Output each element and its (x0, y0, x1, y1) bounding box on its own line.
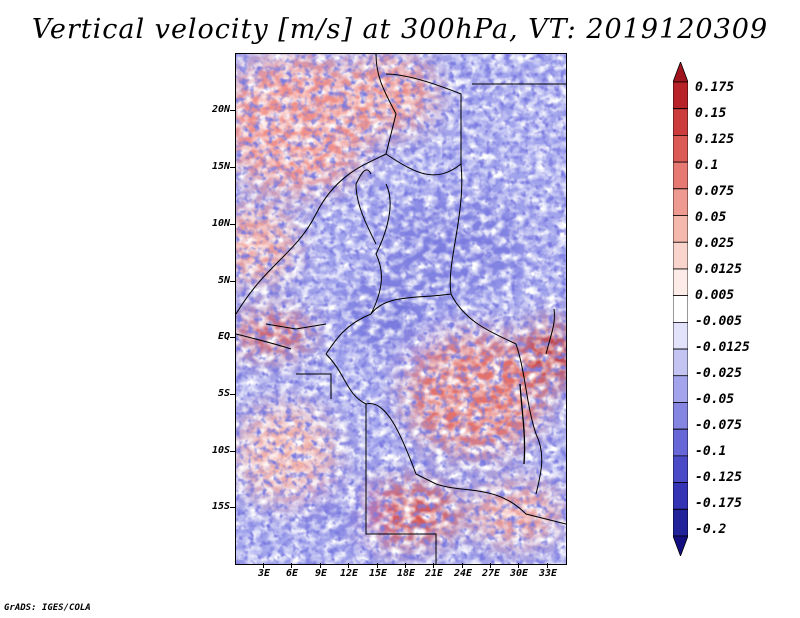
colorbar-label: 0.05 (695, 210, 727, 225)
colorbar-box (673, 321, 688, 350)
lon-tick (518, 563, 519, 568)
colorbar (673, 62, 688, 556)
lon-tick (433, 563, 434, 568)
colorbar-box (673, 348, 688, 377)
lon-label: 21E (424, 568, 444, 579)
colorbar-label: -0.05 (695, 392, 735, 407)
colorbar-label: 0.0125 (695, 262, 742, 277)
colorbar-box (673, 482, 688, 510)
lat-label: 15N (211, 161, 230, 172)
colorbar-label: -0.0125 (695, 340, 750, 355)
lat-tick (230, 281, 235, 282)
lon-label: 9E (314, 568, 328, 579)
colorbar-label: 0.1 (695, 158, 719, 173)
lon-label: 27E (481, 568, 501, 579)
lat-tick (230, 394, 235, 395)
colorbar-label: -0.005 (695, 314, 742, 329)
lat-tick (230, 337, 235, 338)
lon-tick (348, 563, 349, 568)
colorbar-label: -0.125 (695, 470, 742, 485)
colorbar-label: 0.125 (695, 132, 735, 147)
colorbar-label: -0.175 (695, 496, 742, 511)
lon-label: 12E (339, 568, 359, 579)
colorbar-box (673, 402, 688, 430)
lon-tick (547, 563, 548, 568)
colorbar-box (673, 428, 688, 457)
colorbar-label: -0.2 (695, 522, 727, 537)
lon-label: 15E (368, 568, 388, 579)
lon-tick (263, 563, 264, 568)
lat-label: 15S (211, 501, 230, 512)
lon-label: 30E (509, 568, 529, 579)
colorbar-label: 0.075 (695, 184, 735, 199)
colorbar-box (673, 508, 688, 537)
lat-label: EQ (217, 331, 230, 342)
colorbar-box (673, 161, 688, 190)
colorbar-box (673, 375, 688, 403)
map-field (236, 54, 566, 564)
colorbar-box (673, 535, 688, 556)
lon-tick (462, 563, 463, 568)
colorbar-box (673, 241, 688, 270)
colorbar-label: 0.15 (695, 106, 727, 121)
colorbar-box (673, 62, 688, 83)
colorbar-label: -0.075 (695, 418, 742, 433)
lon-label: 33E (538, 568, 558, 579)
map-title: Vertical velocity [m/s] at 300hPa, VT: 2… (31, 14, 769, 45)
lat-label: 5N (217, 275, 230, 286)
lat-tick (230, 110, 235, 111)
colorbar-box (673, 108, 688, 136)
lat-tick (230, 507, 235, 508)
lon-label: 24E (453, 568, 473, 579)
credit-text: GrADS: IGES/COLA (4, 603, 91, 613)
lon-label: 6E (285, 568, 299, 579)
colorbar-box (673, 81, 688, 110)
lat-label: 20N (211, 104, 230, 115)
colorbar-label: 0.025 (695, 236, 735, 251)
map-panel (235, 53, 567, 565)
colorbar-box (673, 295, 688, 323)
lon-tick (377, 563, 378, 568)
lat-label: 5S (217, 388, 230, 399)
lon-tick (320, 563, 321, 568)
colorbar-box (673, 455, 688, 483)
colorbar-box (673, 188, 688, 216)
colorbar-label: -0.1 (695, 444, 727, 459)
lon-tick (405, 563, 406, 568)
lat-label: 10S (211, 445, 230, 456)
lat-tick (230, 224, 235, 225)
colorbar-label: 0.005 (695, 288, 735, 303)
lon-tick (291, 563, 292, 568)
colorbar-box (673, 268, 688, 297)
lat-label: 10N (211, 218, 230, 229)
lat-tick (230, 451, 235, 452)
colorbar-label: -0.025 (695, 366, 742, 381)
lon-label: 3E (257, 568, 271, 579)
lon-label: 18E (396, 568, 416, 579)
colorbar-box (673, 135, 688, 163)
lat-tick (230, 167, 235, 168)
colorbar-box (673, 215, 688, 243)
colorbar-label: 0.175 (695, 80, 735, 95)
lon-tick (490, 563, 491, 568)
